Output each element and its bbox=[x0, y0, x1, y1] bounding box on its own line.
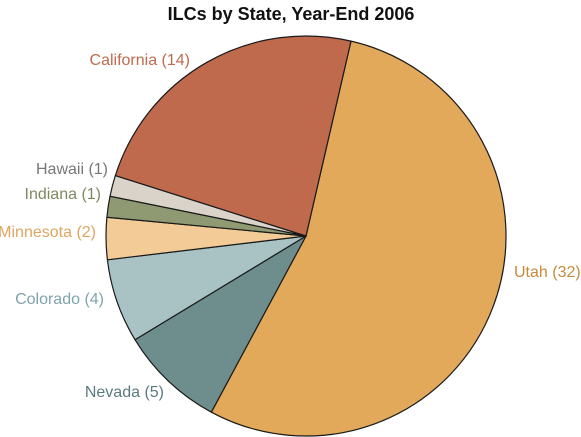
pie-slice-utah bbox=[210, 40, 507, 437]
pie-slice-california bbox=[114, 35, 352, 237]
slice-label-nevada: Nevada (5) bbox=[85, 384, 164, 401]
slice-label-colorado: Colorado (4) bbox=[15, 291, 104, 308]
slice-label-hawaii: Hawaii (1) bbox=[36, 161, 108, 178]
chart-title: ILCs by State, Year-End 2006 bbox=[168, 4, 415, 24]
slice-label-indiana: Indiana (1) bbox=[25, 186, 102, 203]
slice-label-california: California (14) bbox=[90, 52, 190, 69]
slice-label-utah: Utah (32) bbox=[514, 264, 581, 281]
pie-labels: Utah (32) Nevada (5) Colorado (4) Minnesota… bbox=[0, 52, 581, 401]
pie-slice-nevada bbox=[134, 235, 307, 413]
pie-slices bbox=[105, 35, 507, 437]
slice-label-minnesota: Minnesota (2) bbox=[0, 224, 96, 241]
